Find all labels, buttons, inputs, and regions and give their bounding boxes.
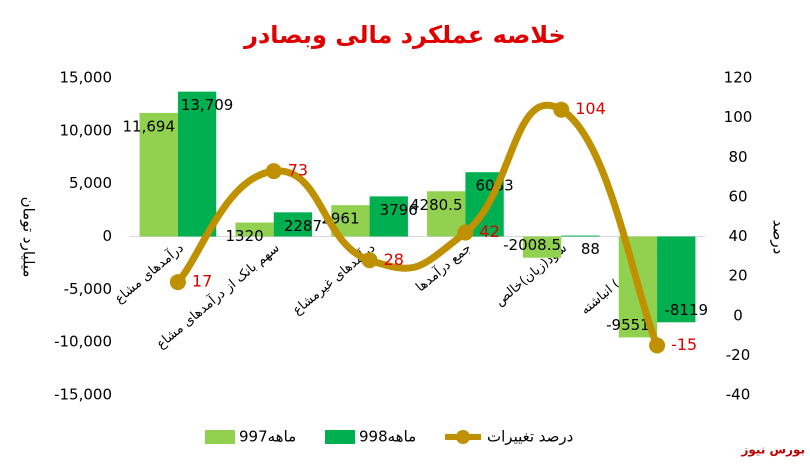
value-label: 42 (479, 222, 499, 241)
bar (177, 91, 217, 237)
legend-item: 9ماهه97 (205, 428, 296, 446)
y2-tick-label: 100 (724, 108, 753, 126)
legend-swatch (456, 430, 470, 444)
bar (657, 236, 696, 323)
value-label: -2008.5 (503, 236, 561, 254)
line-marker (457, 224, 474, 241)
value-label: 73 (288, 161, 308, 180)
chart-title: خلاصه عملکرد مالی وبصادر (243, 21, 566, 49)
y2-tick-label: 20 (728, 267, 747, 285)
y2-axis-label: درصد (770, 220, 788, 255)
y-axis-label: میلیارد تومان (20, 197, 38, 278)
y-tick-label: -15,000 (54, 386, 112, 404)
legend-item: درصد تغییرات (445, 428, 573, 446)
line-marker (265, 163, 282, 180)
y2-tick-label: -20 (726, 346, 751, 364)
y2-tick-label: 0 (733, 306, 743, 324)
legend-label: 9ماهه98 (359, 428, 416, 446)
value-label: -15 (671, 335, 697, 354)
value-label: -8119 (664, 301, 708, 319)
y-tick-label: -5,000 (64, 280, 112, 298)
value-label: 3796 (380, 201, 418, 219)
line-marker (553, 101, 570, 118)
legend-label: درصد تغییرات (487, 428, 573, 446)
value-label: 2287 (284, 217, 322, 235)
y2-tick-label: 40 (728, 227, 747, 245)
value-label: 88 (581, 240, 600, 258)
source: بورس نیوز (740, 443, 805, 458)
legend-item: 9ماهه98 (325, 428, 416, 446)
value-label: 11,694 (123, 117, 176, 135)
value-label: 28 (384, 250, 404, 269)
x-tick-label: درآمدهای مشاع (111, 239, 187, 307)
value-label: 1320 (225, 227, 263, 245)
y2-tick-label: 80 (728, 148, 747, 166)
legend-swatch (325, 430, 355, 444)
y2-tick-label: 120 (724, 69, 753, 87)
y-tick-label: 0 (102, 227, 112, 245)
line-marker (361, 252, 378, 269)
bar (139, 112, 178, 237)
bar (235, 222, 274, 237)
value-label: 104 (575, 99, 606, 118)
y2-tick-label: 60 (728, 187, 747, 205)
bar (369, 196, 408, 237)
value-label: -9551 (606, 316, 650, 334)
y-tick-label: -10,000 (54, 333, 112, 351)
line-marker (649, 337, 666, 354)
bar (273, 212, 313, 237)
value-label: 13,709 (181, 96, 234, 114)
y-tick-label: 15,000 (60, 69, 113, 87)
value-label: 4280.5 (410, 196, 463, 214)
value-label: 17 (192, 272, 212, 291)
y-tick-label: 10,000 (60, 121, 113, 139)
legend-label: 9ماهه97 (239, 428, 296, 446)
y2-tick-label: -40 (726, 386, 751, 404)
bar (561, 235, 600, 237)
legend-swatch (205, 430, 235, 444)
x-tick-label: درآمدهای غیرمشاع (289, 239, 379, 318)
y-tick-label: 5,000 (69, 174, 112, 192)
bar (522, 236, 562, 258)
line-marker (169, 274, 186, 291)
